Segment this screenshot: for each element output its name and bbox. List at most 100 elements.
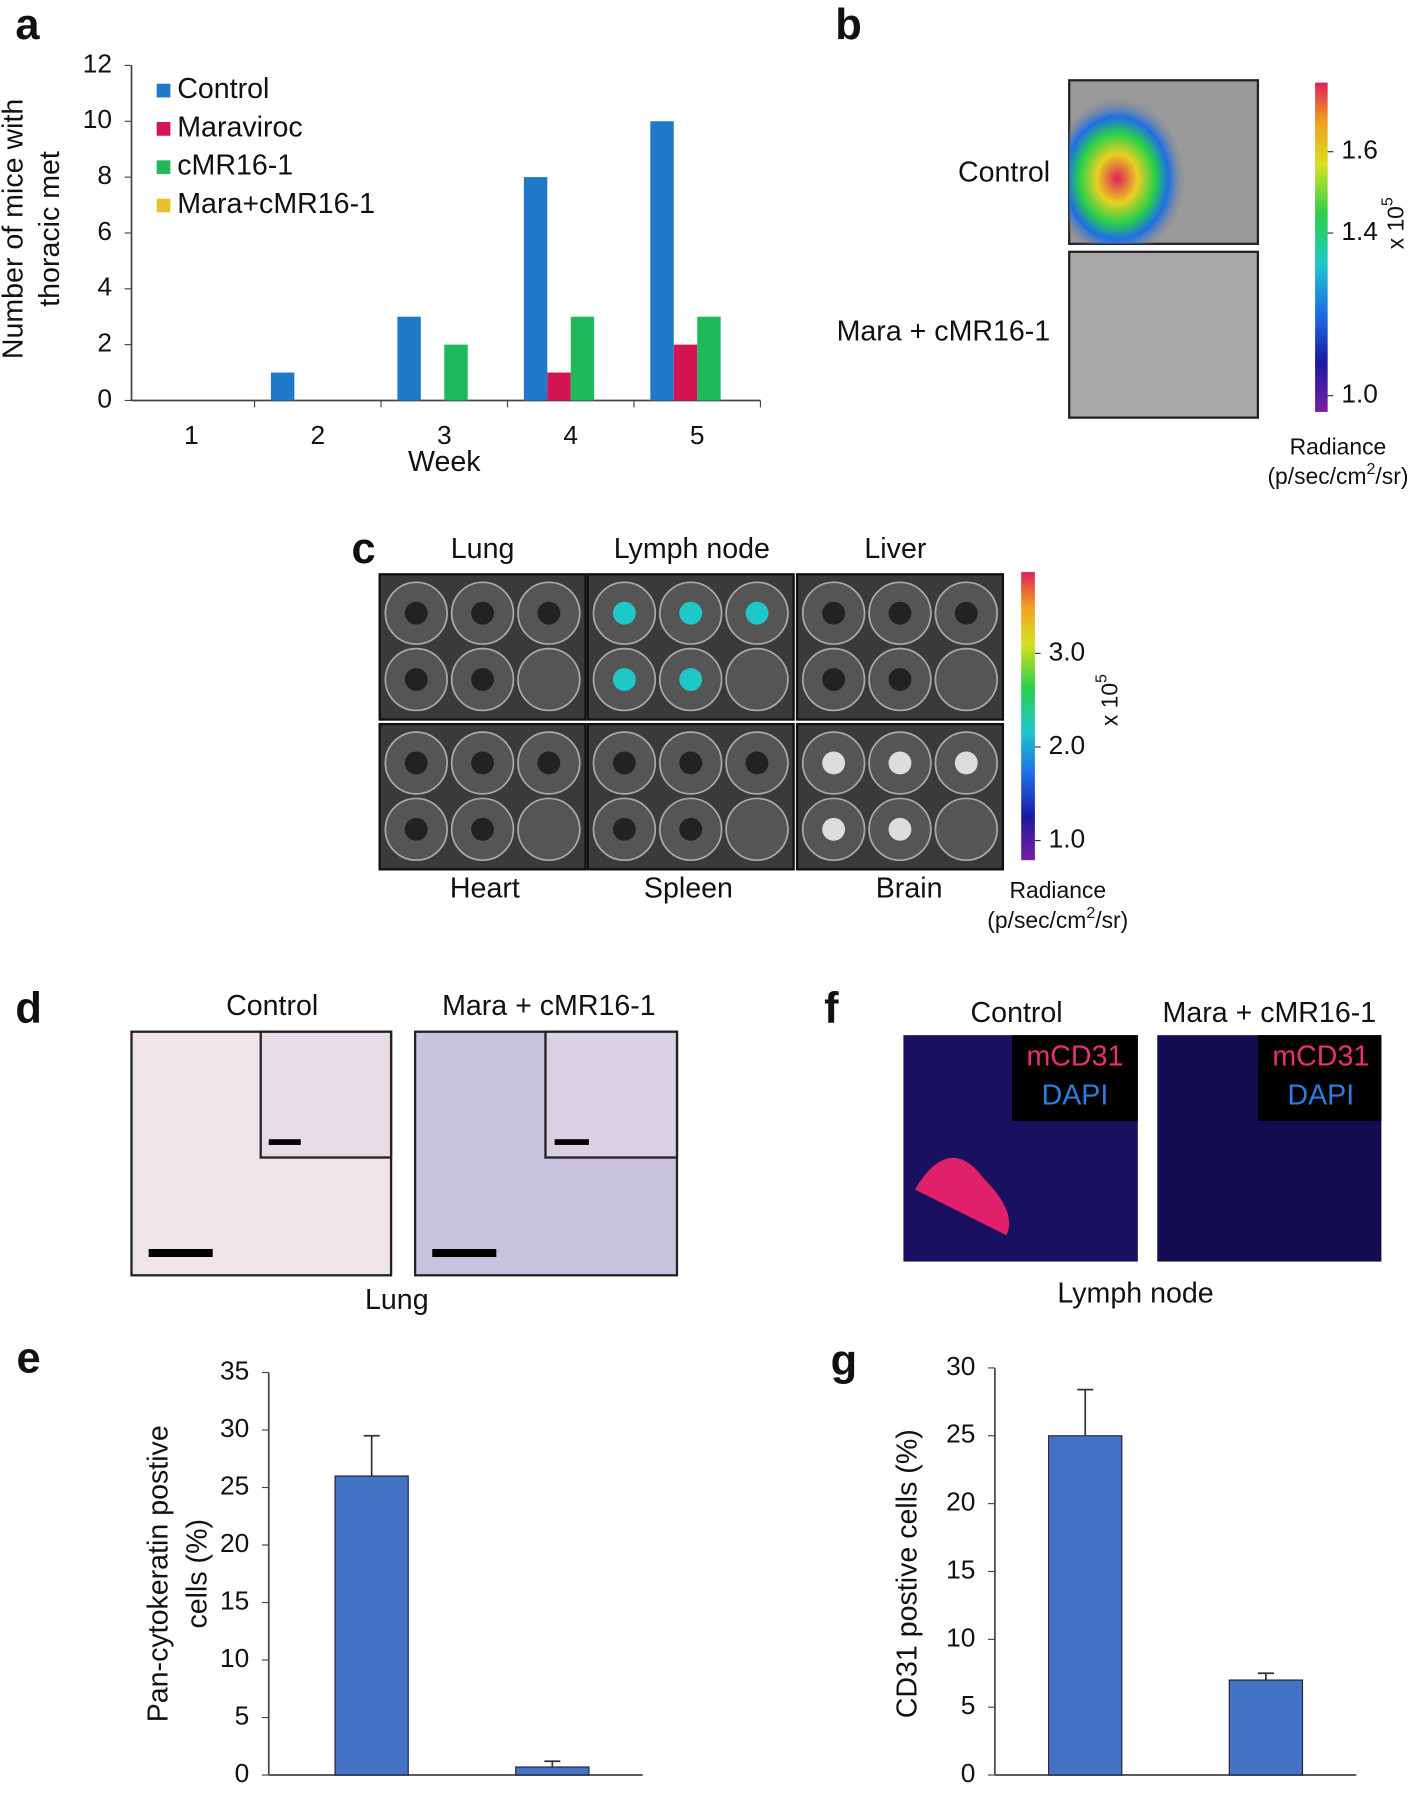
column-label: Control bbox=[971, 997, 1063, 1029]
tissue bbox=[404, 668, 428, 691]
tissue bbox=[404, 751, 428, 775]
x-axis-label: Week bbox=[408, 446, 481, 478]
tissue bbox=[537, 751, 561, 775]
tissue bbox=[612, 751, 636, 775]
bar bbox=[334, 1475, 409, 1776]
plate-label: Brain bbox=[876, 872, 943, 904]
y-tick-label: 6 bbox=[97, 216, 112, 246]
error-bar bbox=[363, 1434, 380, 1477]
y-tick-label: 0 bbox=[961, 1758, 976, 1788]
tissue bbox=[471, 668, 495, 691]
tissue bbox=[954, 751, 978, 775]
y-tick-label: 20 bbox=[946, 1487, 975, 1517]
unit-part: 2 bbox=[1086, 905, 1095, 922]
tissue bbox=[745, 751, 769, 775]
unit-part: (p/sec/cm bbox=[1267, 463, 1366, 489]
x-tick-label: 4 bbox=[563, 420, 578, 450]
y-tick-label: 10 bbox=[220, 1643, 249, 1673]
tissue bbox=[822, 751, 846, 775]
legend-label: cMR16-1 bbox=[177, 150, 293, 182]
y-tick-label: 15 bbox=[220, 1585, 249, 1615]
multiplier-exponent: 5 bbox=[1094, 674, 1111, 683]
tissue bbox=[537, 601, 561, 625]
bar bbox=[1228, 1679, 1304, 1776]
stain-label: mCD31 bbox=[1272, 1041, 1369, 1073]
y-tick-label: 10 bbox=[83, 104, 112, 134]
bar bbox=[444, 344, 468, 401]
y-axis-label: cells (%) bbox=[182, 1519, 214, 1629]
legend-swatch bbox=[156, 198, 171, 213]
bar bbox=[515, 1766, 590, 1776]
panel-label: g bbox=[831, 1337, 858, 1385]
y-tick-label: 4 bbox=[97, 272, 112, 302]
plate-label: Liver bbox=[864, 533, 926, 565]
panel-label: b bbox=[835, 1, 862, 49]
y-tick-label: 2 bbox=[97, 328, 112, 358]
y-tick-label: 5 bbox=[961, 1690, 976, 1720]
y-tick-label: 25 bbox=[220, 1470, 249, 1500]
panel-label: f bbox=[824, 985, 839, 1033]
multiplier-base: x 10 bbox=[1382, 206, 1408, 249]
tissue bbox=[471, 751, 495, 775]
row-label: Control bbox=[958, 157, 1050, 189]
unit-part: 2 bbox=[1367, 461, 1376, 478]
colorbar-tick-label: 1.6 bbox=[1341, 135, 1378, 165]
bar bbox=[1048, 1435, 1123, 1776]
plates bbox=[378, 572, 1035, 871]
x-tick-label: M+cMR bbox=[503, 1793, 602, 1797]
y-tick-label: 10 bbox=[946, 1622, 975, 1652]
unit-part: (p/sec/cm bbox=[987, 907, 1086, 933]
well bbox=[725, 647, 789, 712]
x-tick-label: M+cMR bbox=[1216, 1793, 1315, 1797]
well bbox=[517, 647, 581, 712]
colorbar-multiplier: x 105 bbox=[1094, 674, 1123, 726]
tissue bbox=[471, 817, 495, 841]
tissue bbox=[954, 601, 978, 625]
colorbar-tick-label: 2.0 bbox=[1049, 730, 1086, 760]
vessels bbox=[914, 1157, 1010, 1236]
bar bbox=[570, 316, 595, 401]
legend-swatch bbox=[156, 83, 171, 98]
y-tick-label: 20 bbox=[220, 1528, 249, 1558]
y-tick-label: 30 bbox=[946, 1351, 975, 1381]
bar bbox=[697, 316, 721, 401]
scale-bar bbox=[554, 1139, 589, 1145]
well bbox=[725, 797, 789, 862]
tissue bbox=[888, 601, 912, 625]
colorbar-multiplier: x 105 bbox=[1379, 197, 1408, 249]
tissue bbox=[822, 817, 846, 841]
image-treated bbox=[1068, 250, 1260, 419]
column-label: Mara + cMR16-1 bbox=[1163, 997, 1377, 1029]
y-tick-label: 5 bbox=[235, 1700, 250, 1730]
tissue bbox=[404, 817, 428, 841]
column-label: Mara + cMR16-1 bbox=[442, 990, 656, 1022]
plate-label: Lymph node bbox=[614, 533, 770, 565]
error-bar bbox=[1077, 1388, 1094, 1436]
y-tick-label: 12 bbox=[83, 48, 112, 78]
y-tick-label: 15 bbox=[946, 1554, 975, 1584]
panel-label: c bbox=[352, 525, 376, 573]
bar bbox=[270, 372, 295, 401]
tissue bbox=[612, 668, 636, 691]
tissue bbox=[679, 751, 703, 775]
y-tick-label: 30 bbox=[220, 1413, 249, 1443]
legend-label: Maraviroc bbox=[177, 111, 302, 143]
panel-label: d bbox=[15, 985, 42, 1033]
y-tick-label: 35 bbox=[220, 1355, 249, 1385]
legend-label: Control bbox=[177, 73, 269, 105]
column-label: Control bbox=[226, 990, 318, 1022]
panel-label: a bbox=[15, 1, 40, 49]
y-tick-label: 0 bbox=[235, 1758, 250, 1788]
tissue bbox=[471, 601, 495, 625]
tissue bbox=[745, 601, 769, 625]
colorbar-tick-label: 1.4 bbox=[1341, 216, 1378, 246]
well bbox=[934, 797, 999, 862]
legend-box bbox=[1012, 1035, 1138, 1121]
y-tick-label: 0 bbox=[97, 383, 112, 413]
tissue bbox=[679, 668, 703, 691]
colorbar-title: Radiance bbox=[1009, 877, 1106, 903]
legend-swatch bbox=[156, 122, 171, 136]
unit-part: /sr) bbox=[1375, 463, 1408, 489]
tissue bbox=[888, 668, 912, 691]
